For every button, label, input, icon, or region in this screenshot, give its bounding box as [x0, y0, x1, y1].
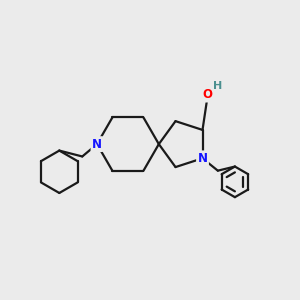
- Text: O: O: [203, 88, 213, 101]
- Text: H: H: [214, 81, 223, 91]
- Text: N: N: [92, 138, 102, 151]
- Text: N: N: [197, 152, 208, 165]
